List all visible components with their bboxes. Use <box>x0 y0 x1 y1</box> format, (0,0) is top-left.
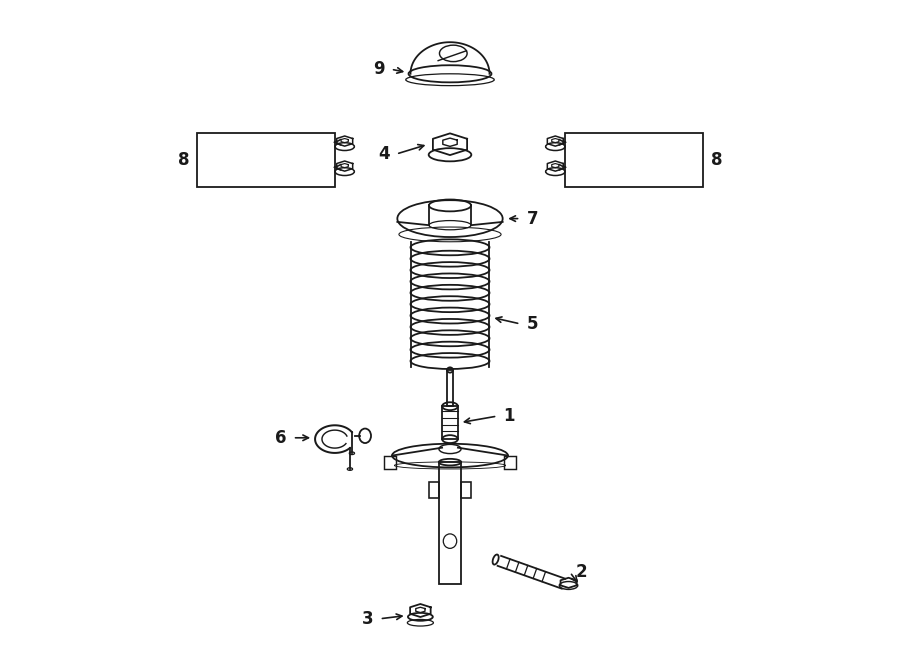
Text: 9: 9 <box>374 60 384 78</box>
Bar <box>196 133 335 187</box>
Text: 2: 2 <box>576 563 588 581</box>
Text: 1: 1 <box>503 407 515 425</box>
Text: 4: 4 <box>378 145 390 163</box>
Text: 5: 5 <box>526 315 538 333</box>
Bar <box>447 370 453 407</box>
Bar <box>429 482 439 498</box>
Text: 8: 8 <box>711 151 723 169</box>
Text: 8: 8 <box>177 151 189 169</box>
Bar <box>565 133 704 187</box>
Bar <box>461 482 471 498</box>
Bar <box>383 455 396 469</box>
Text: 7: 7 <box>526 210 538 227</box>
Bar <box>442 407 458 439</box>
Text: 6: 6 <box>275 429 286 447</box>
Bar <box>504 455 517 469</box>
Bar <box>439 462 461 584</box>
Text: 3: 3 <box>362 610 374 628</box>
